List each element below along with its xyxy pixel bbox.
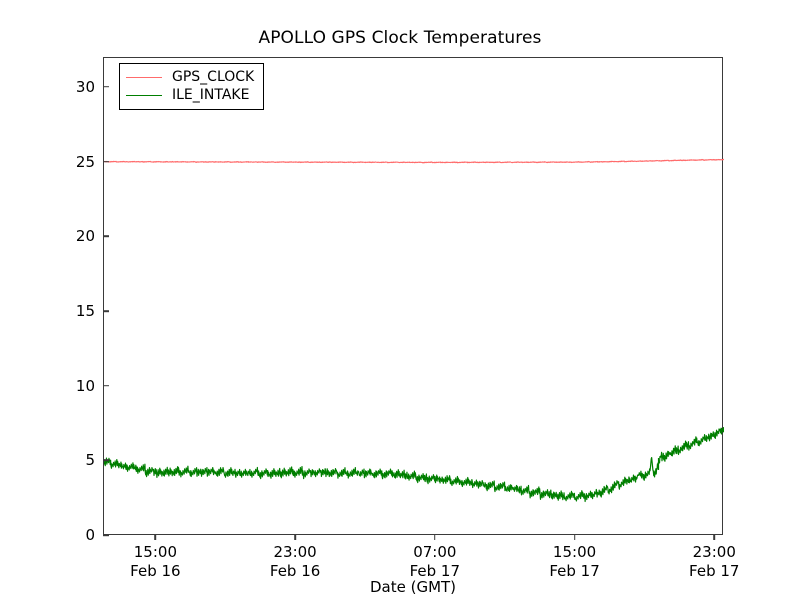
chart-legend: GPS_CLOCK ILE_INTAKE: [119, 63, 265, 110]
x-tick-time: 15:00: [133, 543, 177, 561]
y-tick-mark: [103, 160, 109, 163]
legend-label-gps-clock: GPS_CLOCK: [172, 69, 255, 85]
y-tick-label: 15: [75, 301, 95, 320]
y-tick-label: 25: [75, 152, 95, 171]
series-line-ile-intake: [104, 426, 724, 503]
y-tick-mark: [103, 86, 109, 88]
x-tick-date: Feb 17: [689, 561, 740, 580]
x-tick-date: Feb 17: [409, 561, 461, 580]
plot-area: GPS_CLOCK ILE_INTAKE: [103, 57, 724, 535]
y-tick-mark: [103, 459, 109, 462]
x-tick-mark: [713, 534, 716, 540]
series-line-gps-clock: [104, 158, 724, 164]
legend-swatch-gps-clock: [126, 76, 162, 78]
x-tick-mark: [573, 534, 576, 540]
legend-swatch-ile-intake: [126, 94, 162, 96]
x-tick-label: 07:00 Feb 17: [375, 543, 495, 581]
x-tick-mark: [434, 534, 436, 540]
plot-svg: [104, 158, 724, 503]
x-tick-label: 23:00 Feb 16: [235, 543, 355, 581]
legend-item: ILE_INTAKE: [126, 86, 254, 104]
x-tick-date: Feb 16: [269, 561, 321, 580]
legend-item: GPS_CLOCK: [126, 68, 254, 86]
x-tick-date: Feb 17: [549, 561, 600, 580]
y-tick-label: 20: [75, 227, 95, 246]
x-tick-time: 23:00: [692, 543, 736, 561]
y-tick-label: 0: [85, 526, 95, 544]
x-tick-label: 15:00 Feb 17: [515, 543, 635, 581]
y-tick-mark: [103, 384, 109, 387]
x-tick-label: 15:00 Feb 16: [95, 543, 215, 581]
x-tick-time: 07:00: [413, 543, 457, 561]
x-tick-time: 23:00: [273, 543, 317, 561]
y-tick-label: 30: [75, 77, 95, 96]
x-tick-time: 15:00: [552, 543, 597, 561]
x-tick-label: 23:00 Feb 17: [654, 543, 774, 581]
x-tick-mark: [154, 534, 157, 540]
y-tick-mark: [103, 534, 109, 536]
y-tick-label: 10: [75, 376, 95, 395]
legend-label-ile-intake: ILE_INTAKE: [172, 87, 250, 103]
x-tick-mark: [294, 534, 296, 540]
series-layer: [104, 158, 724, 503]
x-tick-date: Feb 16: [130, 561, 181, 580]
y-tick-mark: [103, 235, 109, 238]
x-axis-label: Date (GMT): [369, 578, 457, 596]
page-title: APOLLO GPS Clock Temperatures: [258, 28, 542, 48]
y-tick-label: 5: [85, 451, 95, 470]
y-tick-mark: [103, 310, 109, 312]
